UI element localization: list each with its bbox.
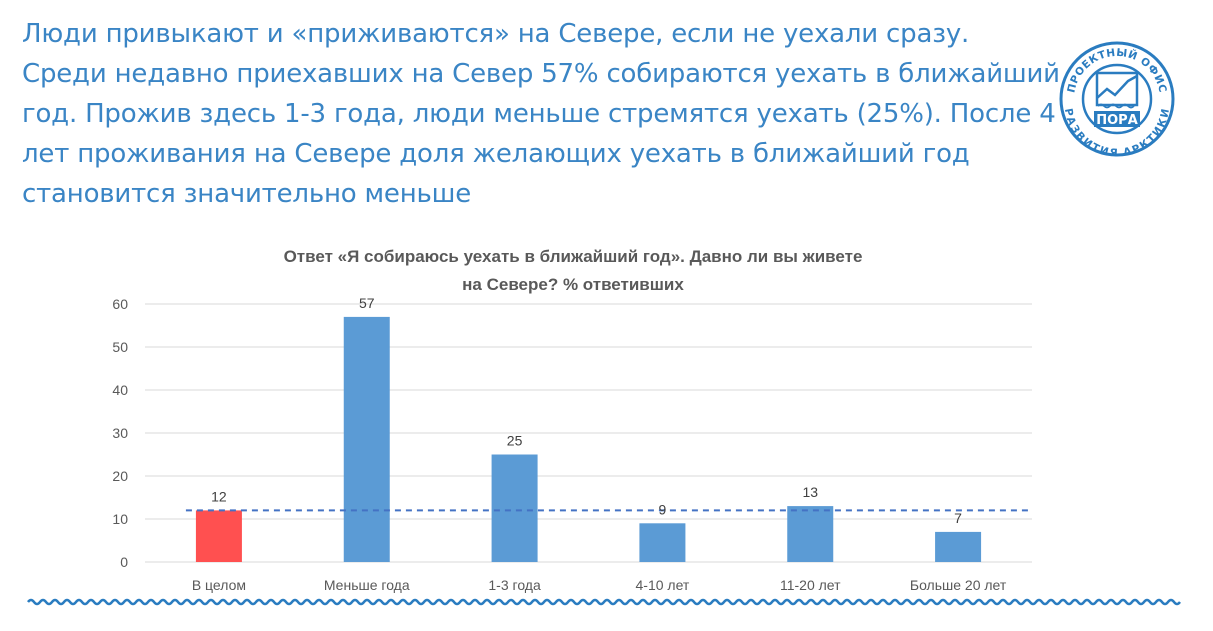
wave-decoration — [27, 598, 1181, 606]
y-tick-label: 0 — [120, 554, 128, 570]
y-tick-label: 40 — [112, 382, 128, 398]
x-tick-label: 11-20 лет — [780, 577, 841, 593]
bar — [491, 454, 538, 562]
bars — [195, 316, 982, 562]
x-tick-label: Меньше года — [324, 577, 410, 593]
y-tick-label: 60 — [112, 296, 128, 312]
gridlines — [145, 303, 1032, 563]
bar — [343, 316, 390, 562]
chart-title-line: Ответ «Я собираюсь уехать в ближайший го… — [284, 247, 863, 266]
x-tick-label: Больше 20 лет — [910, 577, 1007, 593]
x-tick-label: 4-10 лет — [636, 577, 690, 593]
data-label: 9 — [659, 501, 667, 517]
data-label: 13 — [802, 484, 818, 500]
y-tick-label: 30 — [112, 425, 128, 441]
data-labels: 12 57 25 9 13 7 — [211, 295, 962, 526]
headline-line: год. Прожив здесь 1-3 года, люди меньше … — [22, 99, 1056, 129]
x-tick-label: В целом — [192, 577, 246, 593]
y-tick-label: 20 — [112, 468, 128, 484]
data-label: 7 — [954, 510, 962, 526]
bar-chart: Ответ «Я собираюсь уехать в ближайший го… — [27, 247, 1181, 606]
y-axis-labels: 0 10 20 30 40 50 60 — [112, 296, 128, 570]
bar — [935, 531, 982, 562]
y-tick-label: 50 — [112, 339, 128, 355]
headline: Люди привыкают и «приживаются» на Севере… — [22, 14, 1060, 214]
bar — [195, 510, 242, 562]
headline-line: Люди привыкают и «приживаются» на Севере… — [22, 19, 970, 49]
data-label: 12 — [211, 488, 227, 504]
x-axis-labels: В целом Меньше года 1-3 года 4-10 лет 11-20 … — [192, 577, 1007, 593]
data-label: 25 — [507, 433, 523, 449]
logo-icon: ПРОЕКТНЫЙ ОФИС РАЗВИТИЯ АРКТИКИ ПОРА — [1059, 41, 1175, 158]
bar — [787, 506, 834, 562]
headline-line: лет проживания на Севере доля желающих у… — [22, 139, 970, 169]
logo-center-text: ПОРА — [1096, 113, 1138, 128]
y-tick-label: 10 — [112, 511, 128, 527]
x-tick-label: 1-3 года — [488, 577, 541, 593]
data-label: 57 — [359, 295, 375, 311]
bar — [639, 523, 686, 562]
headline-line: Среди недавно приехавших на Север 57% со… — [22, 59, 1060, 89]
chart-title-line: на Севере? % ответивших — [462, 275, 684, 294]
wave-line — [27, 598, 1181, 606]
headline-line: становится значительно меньше — [22, 179, 472, 209]
